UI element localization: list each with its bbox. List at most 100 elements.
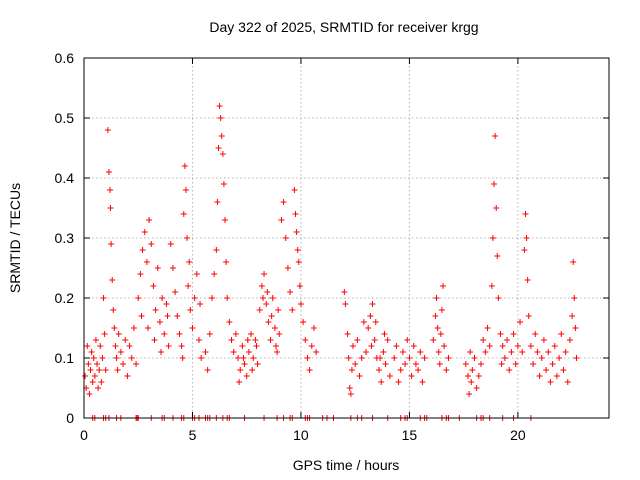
data-point [532,331,539,337]
data-point [293,229,300,235]
data-point [441,343,448,349]
data-point [164,313,171,319]
point-cluster [167,163,205,361]
y-axis-label: SRMTID / TECUs [7,183,23,293]
data-point [107,187,114,193]
data-point [99,355,106,361]
data-point [380,349,387,355]
data-point [486,343,493,349]
data-point [436,361,443,367]
axis-ticks [83,57,609,419]
data-point [85,361,92,367]
data-point [214,199,221,205]
x-axis-label: GPS time / hours [293,457,400,473]
data-point [185,283,192,289]
data-point [138,313,145,319]
data-point [468,379,475,385]
data-point [211,271,218,277]
data-point [521,247,528,253]
data-point [435,349,442,355]
data-point [523,235,530,241]
data-point [553,373,560,379]
data-point [243,373,250,379]
data-point [239,343,246,349]
data-point [495,295,502,301]
data-point [295,259,302,265]
data-point [287,289,294,295]
data-point [114,367,121,373]
data-point [193,271,200,277]
data-point [376,367,383,373]
point-cluster [341,289,370,397]
data-point [348,367,355,373]
data-point [100,295,107,301]
data-point [545,349,552,355]
data-point [378,379,385,385]
data-point [430,337,437,343]
data-point [434,325,441,331]
data-point [111,325,118,331]
data-point [152,307,159,313]
data-point [236,379,243,385]
data-point [195,337,202,343]
data-point [115,331,122,337]
data-point [289,307,296,313]
data-point [538,355,545,361]
data-point [158,349,165,355]
data-point [189,325,196,331]
data-point [560,367,567,373]
data-point [399,349,406,355]
data-point [501,355,508,361]
data-point [204,367,211,373]
data-point [395,379,402,385]
data-point [113,355,120,361]
data-point [137,271,144,277]
data-point [344,331,351,337]
data-point [284,265,291,271]
data-point [240,355,247,361]
data-point [363,349,370,355]
data-point [90,355,97,361]
data-point [122,337,129,343]
data-point [163,301,170,307]
point-cluster [391,337,428,385]
data-point [86,391,93,397]
data-point [365,325,372,331]
data-point [300,319,307,325]
x-tick-labels: 0 5 10 15 20 [80,427,526,443]
data-point [108,241,115,247]
data-point [475,373,482,379]
data-point [174,313,181,319]
data-point [248,331,255,337]
data-point [219,151,226,157]
data-point [377,355,384,361]
data-point [271,325,278,331]
data-point [406,355,413,361]
data-point [252,337,259,343]
data-point [143,259,150,265]
point-cluster [82,295,109,397]
data-point [267,337,274,343]
data-point [482,349,489,355]
data-point [514,343,521,349]
point-cluster [430,283,452,373]
data-point [245,349,252,355]
point-cluster [462,349,485,397]
point-cluster [256,271,283,355]
data-point [524,277,531,283]
data-point [564,379,571,385]
data-point [141,229,148,235]
data-point [372,319,379,325]
data-point [101,331,108,337]
data-point [508,349,515,355]
data-point [202,349,209,355]
data-point [356,373,363,379]
data-point [408,373,415,379]
data-point [258,283,265,289]
data-point [371,337,378,343]
point-cluster [480,133,506,367]
data-point [112,343,119,349]
data-point [128,355,135,361]
data-point [473,385,480,391]
